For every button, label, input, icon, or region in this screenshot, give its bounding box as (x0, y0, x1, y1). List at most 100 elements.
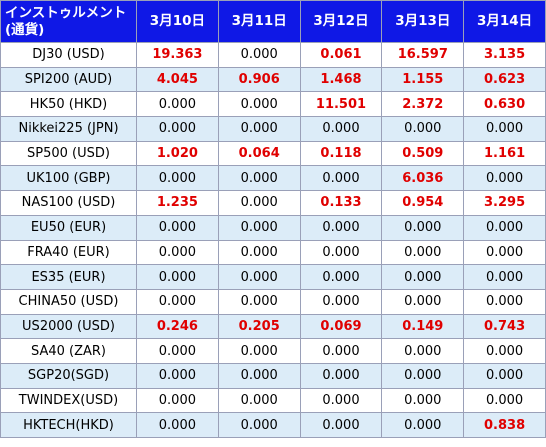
value-cell: 0.743 (463, 313, 546, 340)
table-row: FRA40 (EUR) 0.000 0.000 0.000 0.000 0.000 (0, 239, 546, 266)
value-cell: 0.000 (136, 239, 219, 266)
value-cell: 0.623 (463, 66, 546, 93)
value-cell: 0.000 (136, 264, 219, 290)
instrument-name-cell: HK50 (HKD) (0, 91, 137, 118)
value-cell: 0.838 (463, 412, 546, 438)
value-cell: 0.000 (299, 338, 383, 364)
instrument-name-cell: DJ30 (USD) (0, 42, 137, 68)
value-cell: 0.246 (136, 313, 219, 340)
value-cell: 0.000 (381, 239, 465, 266)
value-cell: 0.000 (463, 338, 546, 364)
value-cell: 0.000 (299, 288, 383, 315)
value-cell: 0.000 (299, 362, 383, 389)
value-cell: 0.000 (136, 288, 219, 315)
value-cell: 1.468 (299, 66, 383, 93)
value-cell: 0.000 (299, 116, 383, 142)
instrument-name-cell: SGP20(SGD) (0, 362, 137, 389)
value-cell: 11.501 (299, 91, 383, 118)
instrument-name-cell: UK100 (GBP) (0, 165, 137, 192)
table-body: DJ30 (USD) 19.363 0.000 0.061 16.597 3.135 SPI… (0, 42, 546, 438)
value-cell: 0.000 (217, 190, 301, 216)
value-cell: 0.000 (381, 338, 465, 364)
instrument-name-cell: Nikkei225 (JPN) (0, 116, 137, 142)
header-row: インストゥルメント (通貨) 3月10日 3月11日 3月12日 3月13日 3… (0, 0, 546, 43)
table-row: ES35 (EUR) 0.000 0.000 0.000 0.000 0.000 (0, 264, 546, 290)
table-row: US2000 (USD) 0.246 0.205 0.069 0.149 0.743 (0, 313, 546, 340)
value-cell: 0.000 (136, 362, 219, 389)
value-cell: 0.000 (217, 214, 301, 241)
value-cell: 0.000 (217, 387, 301, 414)
value-cell: 0.000 (463, 264, 546, 290)
value-cell: 0.000 (217, 239, 301, 266)
value-cell: 0.000 (463, 165, 546, 192)
value-cell: 3.135 (463, 42, 546, 68)
value-cell: 4.045 (136, 66, 219, 93)
value-cell: 0.000 (381, 412, 465, 438)
value-cell: 0.000 (217, 91, 301, 118)
value-cell: 0.000 (136, 338, 219, 364)
value-cell: 0.000 (463, 116, 546, 142)
value-cell: 0.061 (299, 42, 383, 68)
value-cell: 0.000 (136, 214, 219, 241)
value-cell: 1.235 (136, 190, 219, 216)
value-cell: 0.000 (381, 116, 465, 142)
value-cell: 0.000 (299, 239, 383, 266)
instrument-header-line2: (通貨) (5, 21, 45, 38)
date-column-header: 3月10日 (136, 0, 219, 43)
table-row: DJ30 (USD) 19.363 0.000 0.061 16.597 3.135 (0, 42, 546, 68)
value-cell: 0.906 (217, 66, 301, 93)
table-row: UK100 (GBP) 0.000 0.000 0.000 6.036 0.000 (0, 165, 546, 192)
instrument-header-line1: インストゥルメント (5, 4, 127, 21)
table-row: HKTECH(HKD) 0.000 0.000 0.000 0.000 0.838 (0, 412, 546, 438)
value-cell: 16.597 (381, 42, 465, 68)
table-row: Nikkei225 (JPN) 0.000 0.000 0.000 0.000 0.000 (0, 116, 546, 142)
value-cell: 1.161 (463, 140, 546, 167)
value-cell: 0.000 (217, 42, 301, 68)
instrument-name-cell: FRA40 (EUR) (0, 239, 137, 266)
value-cell: 19.363 (136, 42, 219, 68)
instrument-name-cell: TWINDEX(USD) (0, 387, 137, 414)
value-cell: 0.000 (299, 214, 383, 241)
value-cell: 0.000 (217, 338, 301, 364)
date-column-header: 3月13日 (381, 0, 465, 43)
value-cell: 0.000 (217, 362, 301, 389)
value-cell: 0.000 (217, 264, 301, 290)
value-cell: 0.000 (381, 387, 465, 414)
date-column-header: 3月14日 (463, 0, 546, 43)
value-cell: 0.149 (381, 313, 465, 340)
instrument-name-cell: CHINA50 (USD) (0, 288, 137, 315)
date-column-header: 3月11日 (217, 0, 301, 43)
value-cell: 0.064 (217, 140, 301, 167)
date-column-header: 3月12日 (299, 0, 383, 43)
table-row: TWINDEX(USD) 0.000 0.000 0.000 0.000 0.000 (0, 387, 546, 414)
value-cell: 0.630 (463, 91, 546, 118)
value-cell: 0.000 (217, 288, 301, 315)
value-cell: 0.000 (299, 264, 383, 290)
value-cell: 0.000 (136, 91, 219, 118)
value-cell: 0.000 (217, 412, 301, 438)
value-cell: 0.069 (299, 313, 383, 340)
value-cell: 0.000 (463, 239, 546, 266)
value-cell: 1.020 (136, 140, 219, 167)
table-row: SP500 (USD) 1.020 0.064 0.118 0.509 1.161 (0, 140, 546, 167)
value-cell: 3.295 (463, 190, 546, 216)
table-row: SA40 (ZAR) 0.000 0.000 0.000 0.000 0.000 (0, 338, 546, 364)
value-cell: 0.509 (381, 140, 465, 167)
value-cell: 0.954 (381, 190, 465, 216)
value-cell: 0.000 (463, 288, 546, 315)
value-cell: 0.000 (136, 387, 219, 414)
table-row: NAS100 (USD) 1.235 0.000 0.133 0.954 3.295 (0, 190, 546, 216)
value-cell: 2.372 (381, 91, 465, 118)
value-cell: 0.133 (299, 190, 383, 216)
value-cell: 0.000 (217, 116, 301, 142)
instrument-name-cell: HKTECH(HKD) (0, 412, 137, 438)
table-row: SGP20(SGD) 0.000 0.000 0.000 0.000 0.000 (0, 362, 546, 389)
instrument-name-cell: NAS100 (USD) (0, 190, 137, 216)
value-cell: 0.000 (463, 387, 546, 414)
instrument-name-cell: US2000 (USD) (0, 313, 137, 340)
value-cell: 0.000 (381, 288, 465, 315)
instrument-name-cell: EU50 (EUR) (0, 214, 137, 241)
value-cell: 0.000 (381, 362, 465, 389)
instrument-name-cell: SPI200 (AUD) (0, 66, 137, 93)
